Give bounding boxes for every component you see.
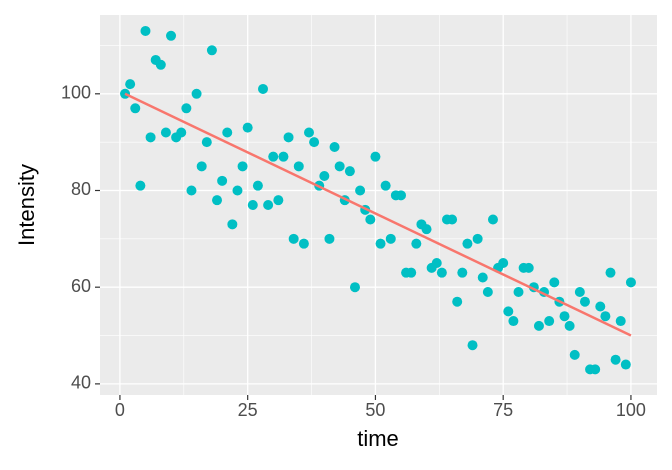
point [610, 354, 621, 365]
y-axis-title: Intensity [14, 164, 39, 246]
point [212, 195, 223, 206]
y-tick-label: 40 [71, 373, 91, 393]
point [258, 83, 269, 94]
x-tick-label: 25 [238, 400, 258, 420]
point [135, 180, 146, 191]
point [482, 287, 493, 298]
point [395, 190, 406, 201]
point [319, 170, 330, 181]
point [155, 59, 166, 70]
point [625, 277, 636, 288]
point [304, 127, 315, 138]
point [268, 151, 279, 162]
point [380, 180, 391, 191]
point [263, 200, 274, 210]
x-tick-label: 0 [115, 400, 125, 420]
point [237, 161, 248, 172]
point [472, 233, 483, 244]
point [569, 349, 580, 360]
point [467, 340, 478, 351]
point [166, 30, 177, 41]
point [406, 267, 417, 278]
point [196, 161, 207, 172]
point [130, 103, 141, 114]
point [503, 306, 514, 317]
point [222, 127, 233, 138]
point [600, 311, 611, 322]
point [564, 320, 575, 331]
point [615, 316, 626, 327]
point [605, 267, 616, 278]
point [370, 151, 381, 162]
point [324, 233, 335, 244]
point [160, 127, 171, 138]
point [283, 132, 294, 143]
point [533, 320, 544, 331]
point [140, 25, 151, 36]
point [176, 127, 187, 138]
y-tick-label: 60 [71, 276, 91, 296]
point [217, 175, 228, 186]
point [329, 141, 340, 152]
point [595, 301, 606, 312]
point [421, 224, 432, 235]
point [191, 88, 202, 99]
panel [100, 15, 657, 395]
point [349, 282, 360, 293]
point [344, 166, 355, 177]
point [549, 277, 560, 288]
point [252, 180, 263, 191]
point [431, 258, 442, 269]
fit-line [124, 92, 632, 337]
point [365, 214, 376, 225]
point [620, 359, 631, 370]
y-tick-label: 80 [71, 179, 91, 199]
x-tick-label: 50 [365, 400, 385, 420]
point [309, 137, 320, 148]
point [457, 267, 468, 278]
point [590, 364, 601, 375]
point [436, 267, 447, 278]
point [559, 311, 570, 322]
point [477, 272, 488, 283]
x-tick-label: 75 [493, 400, 513, 420]
point [125, 79, 136, 90]
point [375, 238, 386, 249]
point [411, 238, 422, 249]
point [355, 185, 366, 196]
point [288, 233, 299, 244]
x-axis-title: time [357, 426, 399, 451]
point [498, 258, 509, 269]
x-tick-label: 100 [616, 400, 646, 420]
point [487, 214, 498, 225]
y-tick-label: 100 [61, 83, 91, 103]
point [452, 296, 463, 307]
point [145, 132, 156, 143]
point [513, 287, 524, 298]
point [293, 161, 304, 172]
point [334, 161, 345, 172]
point [544, 316, 555, 327]
point [385, 233, 396, 244]
point [242, 122, 253, 133]
point [579, 296, 590, 307]
point [508, 316, 519, 327]
point [247, 200, 258, 210]
point [186, 185, 197, 196]
point [523, 262, 534, 273]
point [298, 238, 309, 249]
point [232, 185, 243, 196]
point [273, 195, 284, 206]
point [227, 219, 238, 230]
point [181, 103, 192, 114]
point [278, 151, 289, 162]
point [447, 214, 458, 225]
point [201, 137, 212, 148]
point [206, 45, 217, 56]
point [574, 287, 585, 298]
point [462, 238, 473, 249]
